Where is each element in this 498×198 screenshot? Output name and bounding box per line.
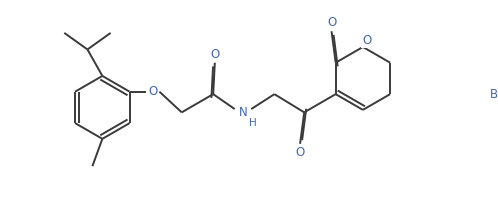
Text: H: H bbox=[249, 118, 257, 128]
Text: Br: Br bbox=[490, 88, 498, 101]
Text: N: N bbox=[239, 106, 248, 119]
Text: O: O bbox=[295, 146, 305, 159]
Text: O: O bbox=[148, 85, 157, 98]
Text: O: O bbox=[327, 16, 336, 30]
Text: O: O bbox=[363, 34, 372, 47]
Text: O: O bbox=[210, 48, 220, 61]
